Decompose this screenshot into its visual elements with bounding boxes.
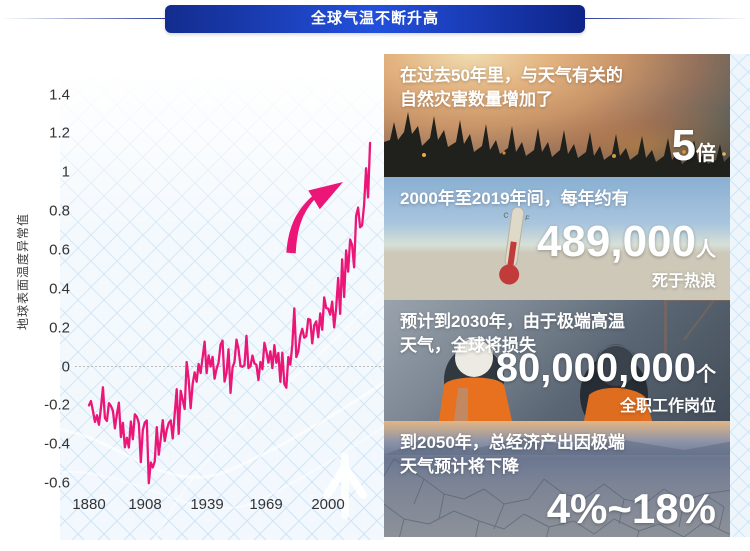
svg-text:C: C <box>503 212 509 220</box>
svg-text:F: F <box>525 215 530 223</box>
